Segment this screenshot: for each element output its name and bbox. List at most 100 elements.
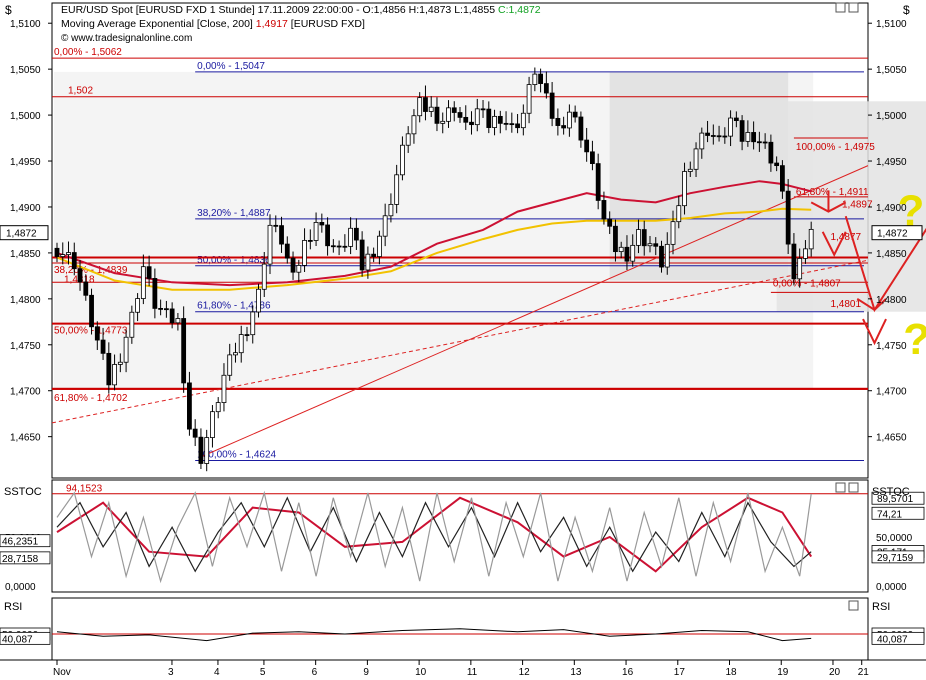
candle-body <box>77 268 83 283</box>
y-tick-label-left: 1,4800 <box>10 295 41 306</box>
candle-body <box>492 115 497 128</box>
candle-body <box>451 107 457 113</box>
y-tick-label-left: 1,4750 <box>10 341 41 352</box>
candle-body <box>653 243 659 247</box>
candle-body <box>302 240 307 266</box>
candle-body <box>423 97 428 112</box>
candle-body <box>509 123 515 126</box>
candle-body <box>469 121 474 126</box>
candle-body <box>273 224 279 227</box>
y-tick-label-right: 1,4900 <box>876 203 907 214</box>
candle-body <box>244 334 250 336</box>
sstoc-level-label: 94,1523 <box>66 484 103 495</box>
y-tick-label-right: 1,4850 <box>876 249 907 260</box>
sstoc-left-label: SSTOC <box>4 486 42 498</box>
price-box-left-label: 1,4872 <box>6 229 37 240</box>
candle-body <box>728 117 733 137</box>
y-tick-label-left: 1,4650 <box>10 433 41 444</box>
candle-body <box>359 239 365 271</box>
candle-body <box>561 125 567 129</box>
window-controls <box>835 2 859 611</box>
candle-body <box>325 224 330 247</box>
right-currency-label: $ <box>903 3 910 17</box>
candle-body <box>382 215 388 237</box>
candle-body <box>192 428 198 438</box>
x-tick-label: 12 <box>519 667 531 678</box>
y-tick-label-right: 1,5100 <box>876 19 907 30</box>
x-tick-label: 19 <box>777 667 789 678</box>
x-tick-label: 9 <box>363 667 369 678</box>
annotation-question-2: ? <box>903 315 926 364</box>
y-tick-label-right: 1,4950 <box>876 157 907 168</box>
candle-body <box>106 352 112 386</box>
fib-blue-label: 50,00% - 1,4836 <box>197 255 271 266</box>
rsi-panel: 50,000040,08750,000040,087 <box>0 627 925 645</box>
y-tick-label-right: 1,4750 <box>876 341 907 352</box>
shade-box-1 <box>609 71 789 281</box>
candle-body <box>330 245 336 248</box>
x-tick-label: 20 <box>829 667 841 678</box>
candle-body <box>336 245 342 248</box>
candle-body <box>238 334 244 354</box>
candle-body <box>175 318 181 324</box>
candle-body <box>388 203 394 217</box>
y-tick-label-right: 1,5050 <box>876 65 907 76</box>
candle-body <box>54 247 60 257</box>
candle-body <box>129 311 135 338</box>
axes: 1,5100 1,5100 1,5050 1,5050 1,5000 1,5000 1,49… <box>0 19 923 678</box>
candle-body <box>434 106 440 124</box>
sstoc-value-label: 29,7159 <box>877 553 914 564</box>
fib-blue-label: 38,20% - 1,4887 <box>197 208 271 219</box>
candle-body <box>636 229 641 246</box>
candle-body <box>405 133 411 146</box>
candle-body <box>618 246 624 253</box>
sstoc-minimize-button[interactable] <box>835 482 846 493</box>
candle-body <box>710 135 716 137</box>
candle-body <box>296 264 302 273</box>
rsi-line <box>56 628 812 642</box>
fib-red-label: 1,4897 <box>842 200 873 211</box>
candle-body <box>572 111 578 118</box>
candle-body <box>756 141 762 144</box>
fib-red-label: 0,00% - 1,5062 <box>54 47 122 58</box>
candle-body <box>613 225 618 253</box>
y-tick-label-left: 1,4700 <box>10 387 41 398</box>
candle-body <box>123 336 129 363</box>
y-tick-label-left: 1,5000 <box>10 111 41 122</box>
candle-body <box>440 120 446 124</box>
candle-body <box>319 222 325 226</box>
candle-body <box>474 108 480 126</box>
x-tick-label: 10 <box>415 667 427 678</box>
candle-body <box>221 374 227 403</box>
header-line3: © www.tradesignalonline.com <box>61 33 192 44</box>
price-box-right-label: 1,4872 <box>877 229 908 240</box>
price-box-left <box>0 225 49 241</box>
fib-red-label: 1,4801 <box>830 299 861 310</box>
candle-body <box>595 163 601 201</box>
sstoc-y-tick: 50,0000 <box>876 533 913 544</box>
candle-body <box>584 139 590 153</box>
maximize-button[interactable] <box>848 2 859 13</box>
ema-line <box>56 180 812 287</box>
candle-body <box>647 243 653 247</box>
minimize-button[interactable] <box>835 2 846 13</box>
header-line1: EUR/USD Spot [EURUSD FXD 1 Stunde] 17.11… <box>61 4 541 16</box>
x-tick-label: 16 <box>622 667 634 678</box>
candle-body <box>140 266 146 299</box>
x-tick-label: Nov <box>53 667 71 678</box>
fib-blue-label: 100,00% - 1,4624 <box>197 450 276 461</box>
candle-body <box>94 326 100 341</box>
fib-blue-label: 0,00% - 1,5047 <box>197 61 265 72</box>
rsi-left-label: RSI <box>4 601 22 613</box>
candle-body <box>768 141 774 164</box>
rsi-maximize-button[interactable] <box>848 600 859 611</box>
candle-body <box>520 112 526 129</box>
sstoc-maximize-button[interactable] <box>848 482 859 493</box>
candle-body <box>163 308 169 311</box>
candle-body <box>371 253 377 257</box>
y-tick-label-right: 1,5000 <box>876 111 907 122</box>
trend-line-main <box>200 165 869 458</box>
candle-body <box>803 248 808 259</box>
candle-body <box>739 120 745 142</box>
sstoc-value-box <box>871 506 925 520</box>
